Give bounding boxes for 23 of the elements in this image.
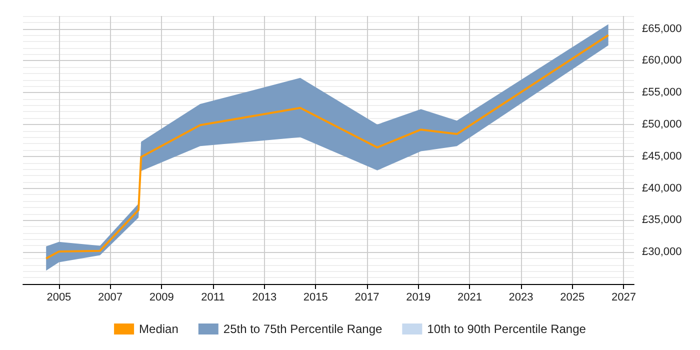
x-tick-label: 2025	[560, 292, 585, 304]
y-tick-label: £30,000	[642, 246, 682, 258]
legend-label: Median	[139, 322, 178, 336]
y-tick-label: £50,000	[642, 118, 682, 130]
legend-label: 25th to 75th Percentile Range	[223, 322, 383, 336]
x-tick-label: 2013	[252, 292, 277, 304]
y-tick-label: £65,000	[642, 22, 682, 35]
legend-label: 10th to 90th Percentile Range	[427, 322, 586, 336]
x-tick-label: 2021	[457, 292, 482, 304]
x-tick-label: 2005	[46, 292, 72, 304]
y-tick-label: £35,000	[642, 214, 682, 226]
x-tick-label: 2027	[611, 292, 636, 304]
x-tick-label: 2007	[98, 292, 123, 304]
x-tick-label: 2023	[508, 292, 534, 304]
y-tick-label: £60,000	[642, 54, 682, 67]
x-tick-label: 2019	[406, 292, 431, 304]
x-tick-label: 2015	[303, 292, 328, 304]
x-tick-label: 2017	[354, 292, 380, 304]
x-tick-label: 2009	[149, 292, 174, 304]
y-tick-label: £40,000	[642, 182, 682, 194]
x-tick-label: 2011	[201, 292, 225, 304]
y-tick-label: £55,000	[642, 86, 682, 99]
y-tick-label: £45,000	[642, 150, 682, 162]
